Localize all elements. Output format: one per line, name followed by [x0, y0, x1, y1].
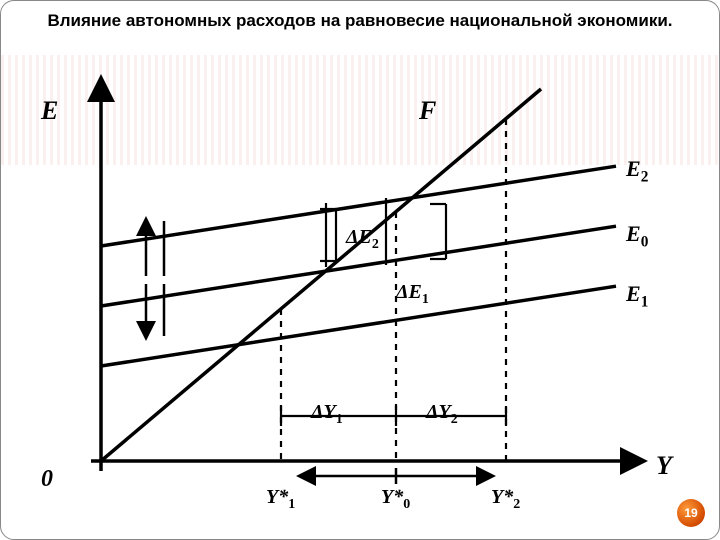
- delta-e-label-dE1: ΔE1: [396, 281, 429, 308]
- axis-label-E: E: [41, 96, 58, 126]
- axis-label-Y: Y: [656, 451, 672, 481]
- line-label-E0: E0: [626, 221, 648, 251]
- ystar-label-1: Y*0: [381, 486, 410, 513]
- bottom-arrows: [301, 468, 491, 484]
- page-number-badge: 19: [677, 499, 705, 527]
- slide-frame: Влияние автономных расходов на равновеси…: [0, 0, 720, 540]
- line-label-F: F: [419, 96, 436, 126]
- axes: [91, 81, 641, 471]
- line-label-E1: E1: [626, 281, 648, 311]
- delta-e-label-dE2: ΔE2: [346, 226, 379, 253]
- delta-y-label-dY1: ΔY1: [311, 401, 343, 428]
- line-label-E2: E2: [626, 156, 648, 186]
- ystar-label-0: Y*1: [266, 486, 295, 513]
- delta-y-label-dY2: ΔY2: [426, 401, 458, 428]
- e-lines: [101, 166, 616, 366]
- economics-chart: [1, 1, 720, 540]
- origin-label: 0: [41, 466, 53, 493]
- ystar-label-2: Y*2: [491, 486, 520, 513]
